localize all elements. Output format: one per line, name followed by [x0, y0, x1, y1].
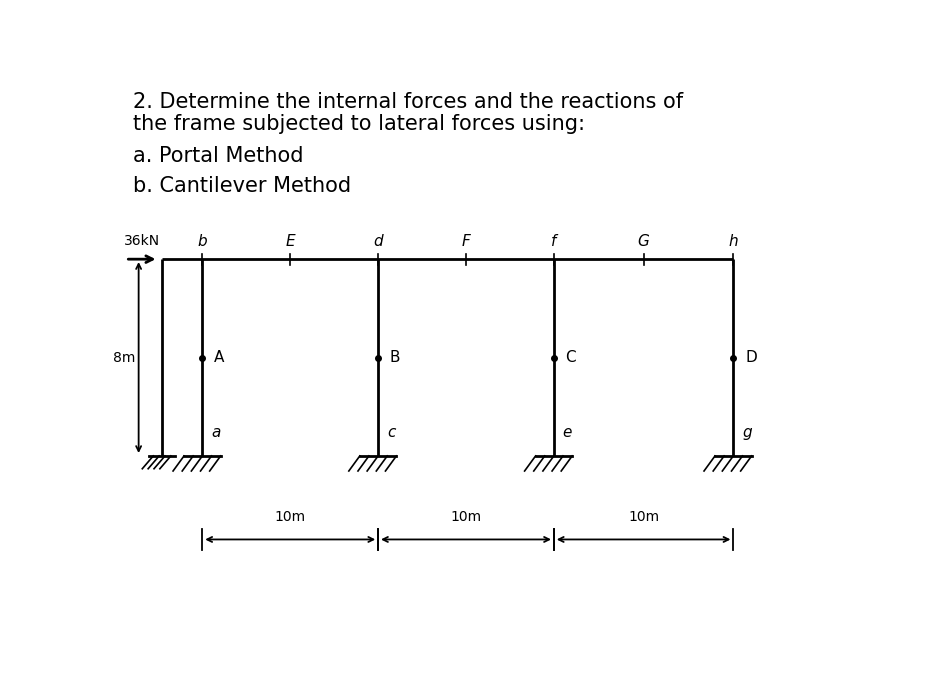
- Text: the frame subjected to lateral forces using:: the frame subjected to lateral forces us…: [132, 113, 584, 134]
- Text: 36kN: 36kN: [124, 234, 160, 248]
- Text: 10m: 10m: [275, 510, 306, 524]
- Text: D: D: [744, 350, 756, 365]
- Text: c: c: [386, 425, 395, 440]
- Text: A: A: [214, 350, 225, 365]
- Text: F: F: [461, 234, 470, 249]
- Text: b. Cantilever Method: b. Cantilever Method: [132, 176, 350, 195]
- Text: 10m: 10m: [628, 510, 659, 524]
- Text: f: f: [550, 234, 556, 249]
- Text: B: B: [390, 350, 400, 365]
- Text: a. Portal Method: a. Portal Method: [132, 146, 303, 166]
- Text: 8m: 8m: [112, 351, 135, 365]
- Text: G: G: [637, 234, 649, 249]
- Text: 2. Determine the internal forces and the reactions of: 2. Determine the internal forces and the…: [132, 92, 683, 112]
- Text: h: h: [728, 234, 737, 249]
- Text: b: b: [197, 234, 207, 249]
- Text: 10m: 10m: [450, 510, 481, 524]
- Text: a: a: [211, 425, 220, 440]
- Text: d: d: [373, 234, 382, 249]
- Text: e: e: [562, 425, 571, 440]
- Text: E: E: [285, 234, 295, 249]
- Text: C: C: [565, 350, 576, 365]
- Text: g: g: [741, 425, 750, 440]
